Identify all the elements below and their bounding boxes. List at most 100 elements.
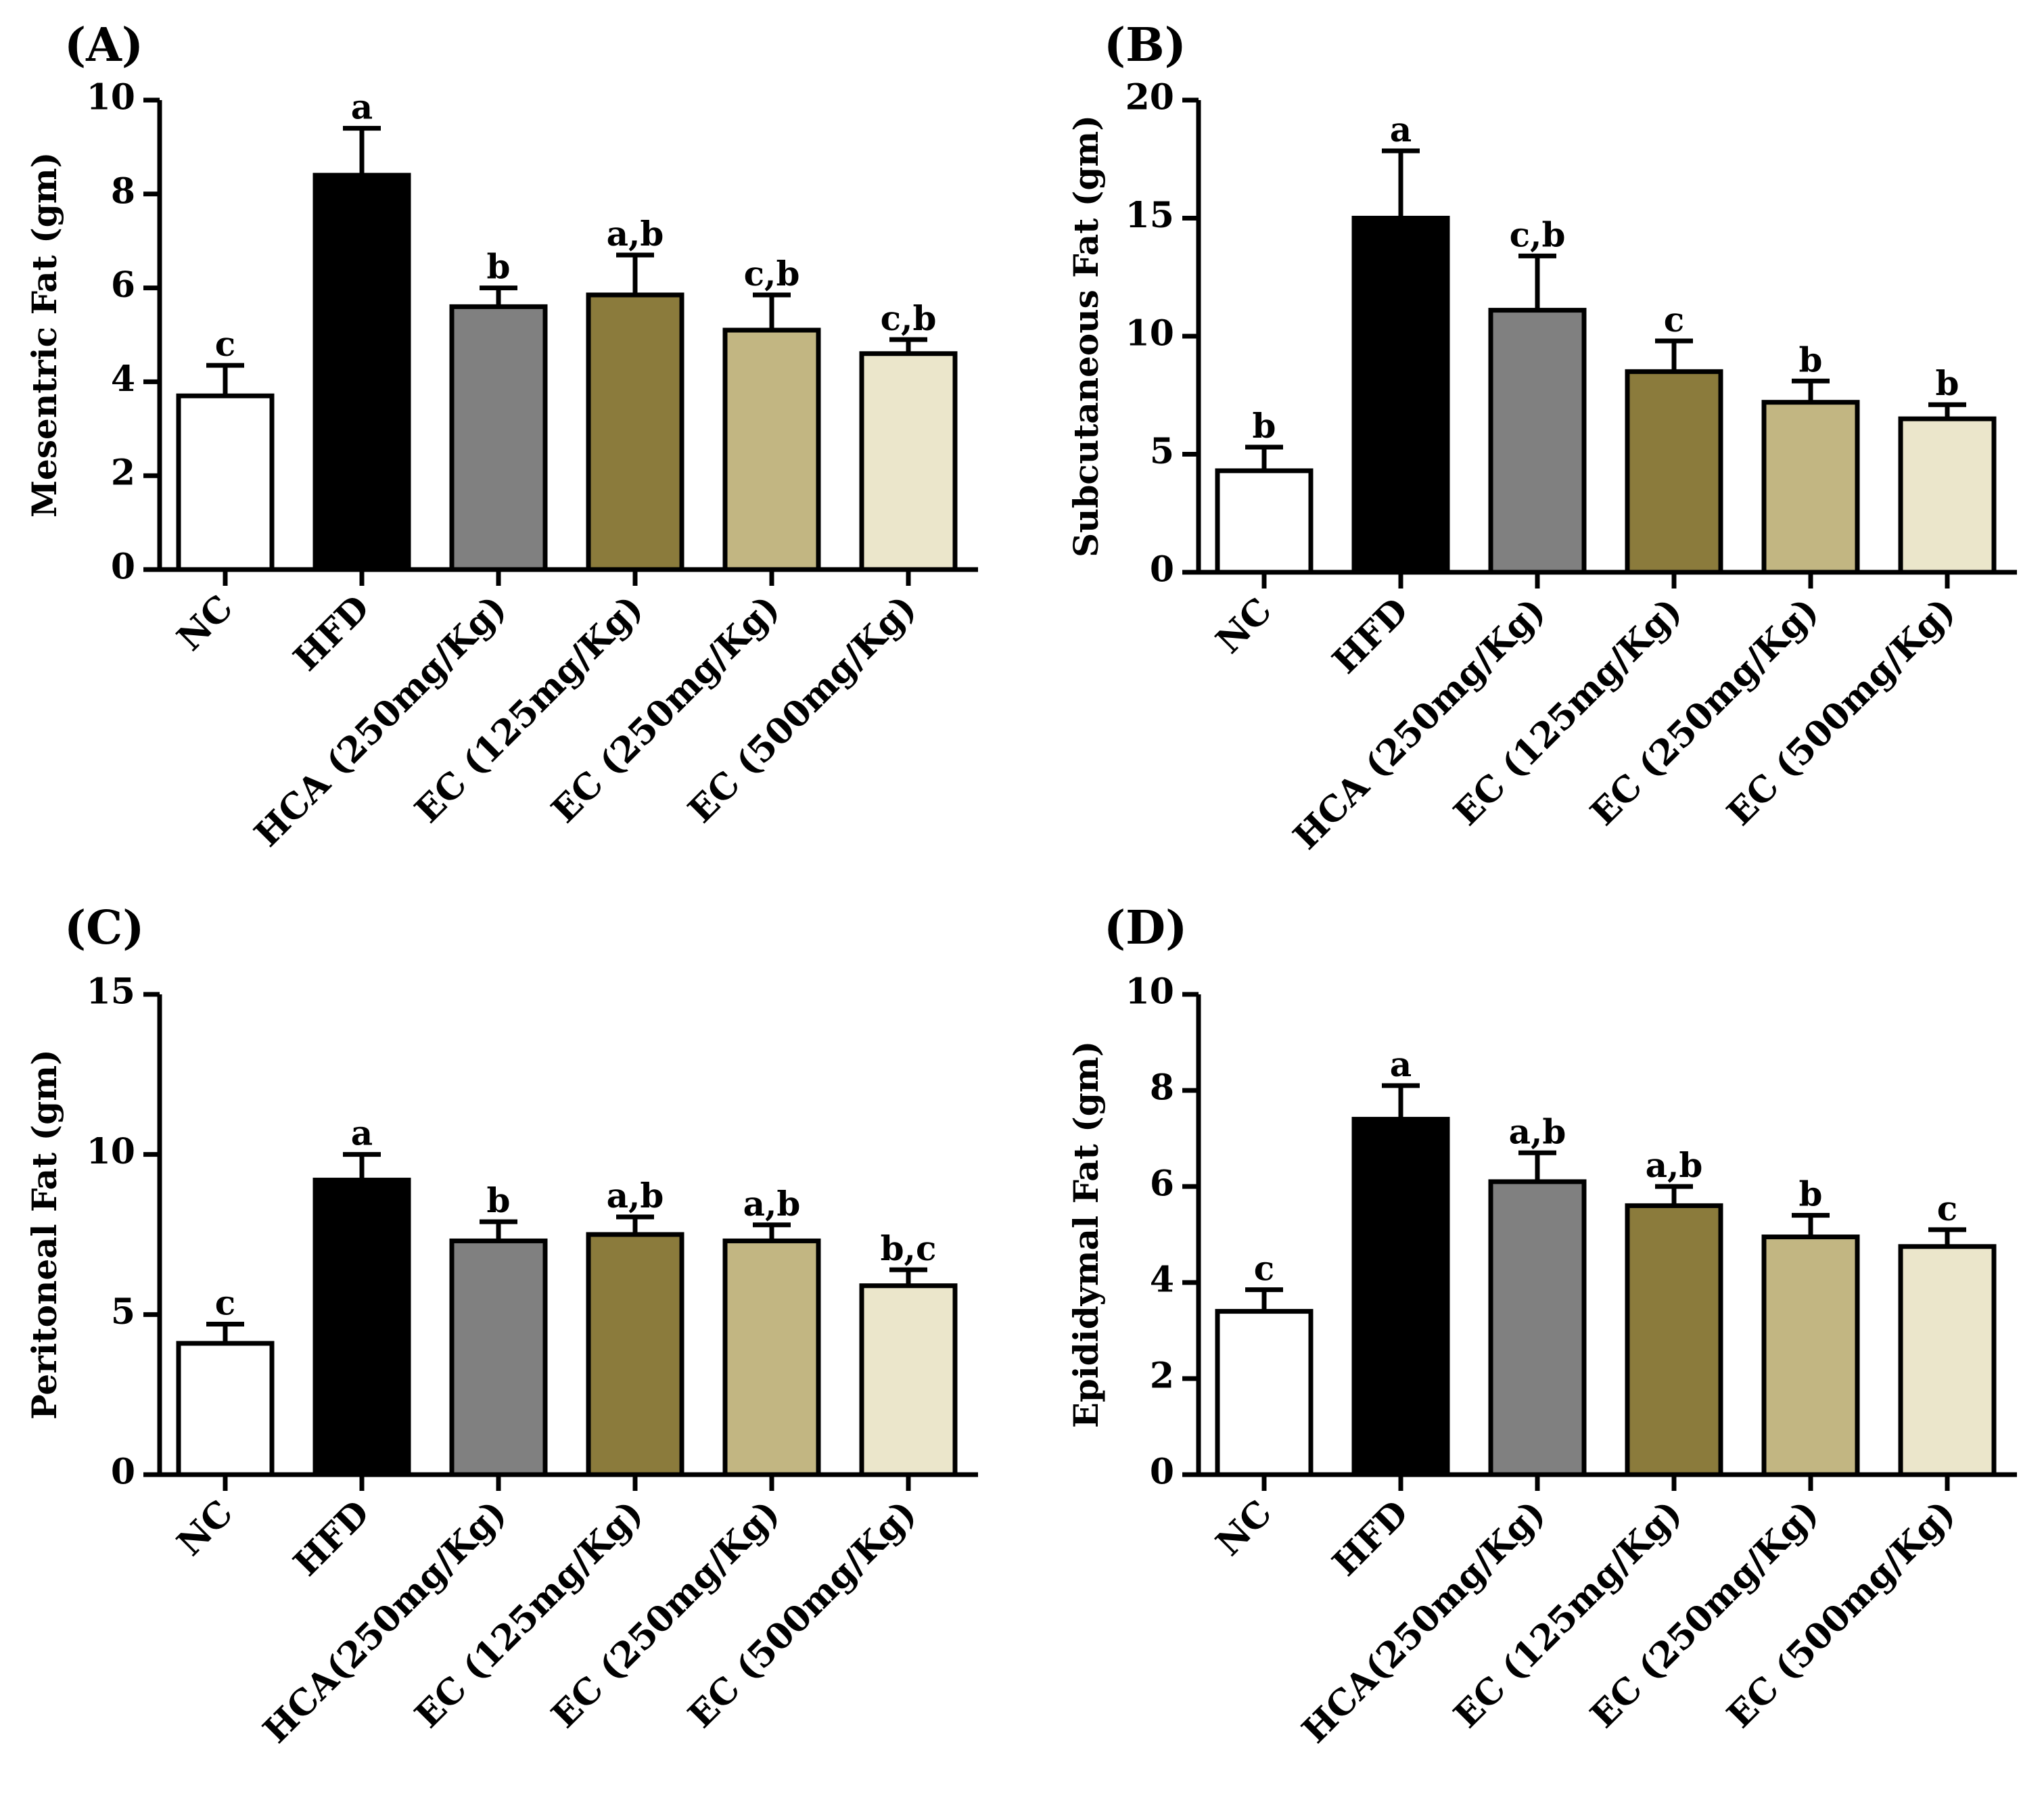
panel-c-bar [722, 1238, 821, 1477]
panel-c-y-tick-label: 10 [87, 1131, 135, 1172]
panel-a-x-tick-label: HCA (250mg/Kg) [246, 587, 514, 855]
panel-a-y-tick-label: 6 [111, 264, 135, 306]
panel-b-x-tick-label: EC (250mg/Kg) [1583, 590, 1826, 833]
panel-d-y-tick-label: 4 [1150, 1260, 1174, 1301]
panel-c-significance-label: a,b [607, 1176, 664, 1216]
panel-a-y-tick-label: 10 [87, 77, 135, 118]
panel-c-y-tick-label: 5 [111, 1291, 135, 1333]
panel-a-significance-label: a,b [607, 214, 664, 254]
panel-a-significance-label: c,b [744, 254, 800, 294]
panel-b-x-tick-label: EC (125mg/Kg) [1446, 590, 1690, 833]
panel-c-x-tick-label: EC (250mg/Kg) [544, 1492, 787, 1736]
panel-a-y-tick-label: 4 [111, 359, 135, 400]
panel-a-significance-label: c,b [881, 298, 937, 338]
panel-d-x-tick-label: NC [1208, 1492, 1280, 1564]
panel-d-significance-label: a,b [1509, 1111, 1566, 1151]
panel-a-bar [312, 172, 411, 572]
panel-a-y-axis-label: Mesentric Fat (gm) [24, 152, 64, 518]
panel-b-label: (B) [1104, 18, 1186, 72]
panel-a-label: (A) [64, 18, 143, 72]
panel-b-significance-label: c [1664, 300, 1684, 340]
panel-c-label: (C) [64, 901, 144, 955]
panel-a-x-tick-label: EC (250mg/Kg) [544, 587, 787, 831]
panel-d-significance-label: c [1254, 1249, 1274, 1289]
panel-d-significance-label: c [1937, 1189, 1957, 1228]
panel-d-x-tick-label: HFD [1324, 1492, 1416, 1584]
panel-d-y-tick-label: 0 [1150, 1452, 1174, 1493]
panel-c-significance-label: a,b [743, 1184, 801, 1224]
panel-d-bar [1351, 1117, 1450, 1477]
panel-d-significance-label: a,b [1646, 1145, 1703, 1185]
panel-c-x-tick-label: HFD [285, 1492, 377, 1584]
panel-c-bar [586, 1232, 684, 1477]
panel-a-x-tick-label: EC (125mg/Kg) [407, 587, 651, 831]
panel-d-significance-label: a [1390, 1044, 1412, 1084]
panel-b-y-tick-label: 15 [1125, 195, 1174, 236]
panel-c-x-tick-label: EC (500mg/Kg) [680, 1492, 924, 1736]
panel-a-significance-label: b [487, 247, 511, 287]
panel-c-bar [312, 1178, 411, 1477]
panel-d-y-tick-label: 10 [1125, 971, 1174, 1013]
panel-a-y-tick-label: 2 [111, 453, 135, 494]
panel-c-y-tick-label: 15 [87, 971, 135, 1013]
panel-c-bar [449, 1238, 548, 1477]
panel-d-y-axis-label: Epididymal Fat (gm) [1066, 1041, 1106, 1429]
panel-b-significance-label: c,b [1510, 214, 1566, 254]
panel-d-bar [1625, 1203, 1723, 1477]
panel-b-bar [1625, 369, 1723, 575]
panel-d-y-tick-label: 6 [1150, 1163, 1174, 1205]
panel-c-significance-label: b,c [881, 1228, 937, 1268]
panel-d-y-tick-label: 2 [1150, 1356, 1174, 1397]
panel-b-x-tick-label: HFD [1324, 590, 1416, 682]
panel-b-x-tick-label: HCA (250mg/Kg) [1285, 590, 1553, 858]
panel-a-x-tick-label: NC [169, 587, 241, 659]
panel-b-bar [1351, 216, 1450, 575]
panel-d-x-tick-label: EC (125mg/Kg) [1446, 1492, 1690, 1736]
panel-d-bar [1898, 1244, 1997, 1477]
panel-b-bar [1215, 468, 1314, 575]
panel-c-y-tick-label: 0 [111, 1452, 135, 1493]
panel-b-y-tick-label: 5 [1150, 431, 1174, 472]
panel-a-bar [859, 351, 958, 572]
panel-d-label: (D) [1104, 901, 1187, 955]
panel-b-y-tick-label: 20 [1125, 77, 1174, 118]
panel-b-significance-label: b [1253, 406, 1276, 446]
panel-b-significance-label: b [1799, 340, 1823, 379]
panel-d-x-tick-label: HCA(250mg/Kg) [1294, 1492, 1553, 1751]
panel-a-y-tick-label: 8 [111, 170, 135, 212]
panel-b-x-tick-label: NC [1208, 590, 1280, 662]
panel-a-x-tick-label: HFD [285, 587, 377, 679]
panel-a-x-tick-label: EC (500mg/Kg) [680, 587, 924, 831]
panel-b-bar [1488, 308, 1587, 575]
panel-c-x-tick-label: EC (125mg/Kg) [407, 1492, 651, 1736]
panel-b-y-tick-label: 10 [1125, 313, 1174, 354]
panel-c-bar [176, 1341, 275, 1477]
panel-d-significance-label: b [1799, 1174, 1823, 1214]
panel-c-significance-label: a [351, 1113, 373, 1153]
panel-a-significance-label: c [215, 324, 235, 364]
panel-b-y-axis-label: Subcutaneous Fat (gm) [1066, 115, 1106, 557]
panel-c-y-axis-label: Peritoneal Fat (gm) [24, 1049, 64, 1420]
panel-c-x-tick-label: NC [169, 1492, 241, 1564]
panel-c-significance-label: c [215, 1283, 235, 1323]
panel-a-bar [176, 393, 275, 572]
panel-d-bar [1761, 1234, 1860, 1477]
panel-b-y-tick-label: 0 [1150, 549, 1174, 591]
panel-a-bar [449, 304, 548, 572]
panel-b-significance-label: b [1936, 363, 1959, 403]
panel-a-y-tick-label: 0 [111, 547, 135, 588]
panel-b-bar [1761, 400, 1860, 575]
panel-a-bar [722, 327, 821, 572]
panel-c-bar [859, 1283, 958, 1477]
panel-d-y-tick-label: 8 [1150, 1067, 1174, 1109]
panel-b-bar [1898, 416, 1997, 575]
panel-a-bar [586, 292, 684, 572]
panel-c-significance-label: b [487, 1180, 511, 1220]
panel-a-significance-label: a [351, 87, 373, 127]
panel-b-significance-label: a [1390, 110, 1412, 149]
panel-d-bar [1215, 1309, 1314, 1477]
panel-c-x-tick-label: HCA(250mg/Kg) [255, 1492, 514, 1751]
panel-b-x-tick-label: EC (500mg/Kg) [1719, 590, 1963, 833]
panel-d-x-tick-label: EC (500mg/Kg) [1719, 1492, 1963, 1736]
